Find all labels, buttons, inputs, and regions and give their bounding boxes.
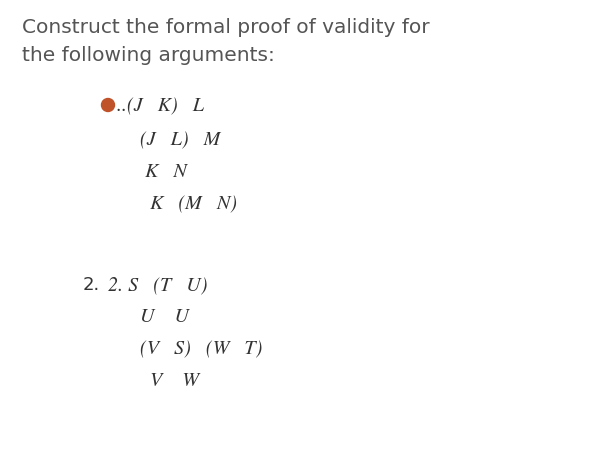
Text: ∴ V → ∼W: ∴ V → ∼W <box>140 371 199 389</box>
Text: (J → L) → M: (J → L) → M <box>140 131 221 149</box>
Text: ∴ K → (M ∧ N): ∴ K → (M ∧ N) <box>140 194 237 213</box>
Text: ∼K ∨ N: ∼K ∨ N <box>140 162 187 181</box>
Text: the following arguments:: the following arguments: <box>22 46 275 65</box>
Text: U → ∼U: U → ∼U <box>140 307 189 325</box>
Text: (V → S) ∧ (W → T): (V → S) ∧ (W → T) <box>140 339 262 357</box>
Text: ..(J ∧ K) → L: ..(J ∧ K) → L <box>117 96 204 115</box>
Circle shape <box>101 99 115 112</box>
Text: 2. S → (T → U): 2. S → (T → U) <box>108 275 207 293</box>
Text: Construct the formal proof of validity for: Construct the formal proof of validity f… <box>22 18 430 37</box>
Text: 2.: 2. <box>83 275 100 293</box>
